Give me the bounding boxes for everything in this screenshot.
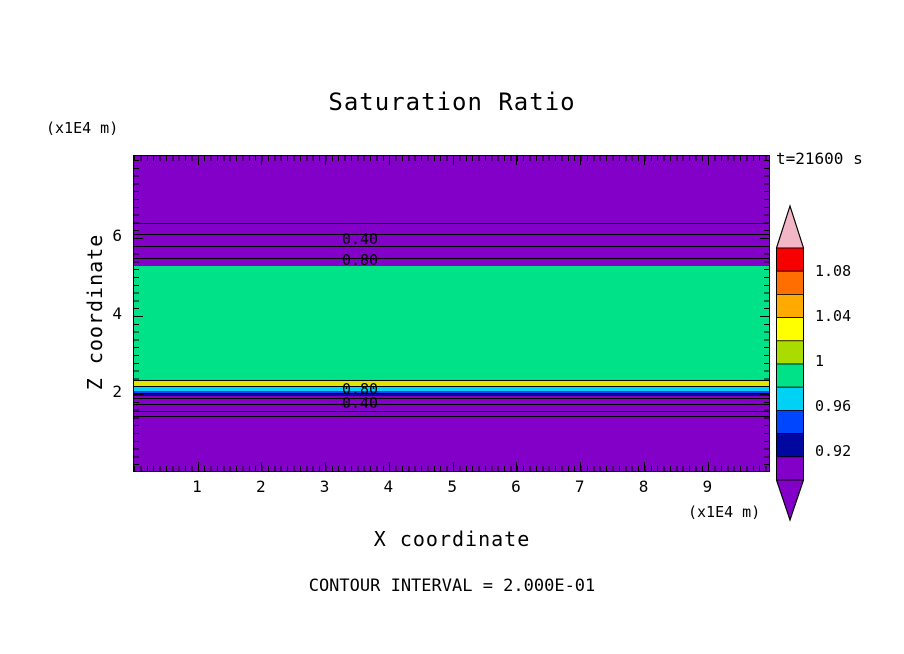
colorbar-tick-label: 0.92 — [815, 442, 852, 460]
plot-area: 0.40 0.80 0.80 0.40 — [133, 155, 770, 472]
contour-line — [134, 411, 769, 412]
band-cyan-stripe — [134, 387, 769, 391]
x-major-tick — [388, 462, 390, 471]
x-tick-label: 4 — [383, 477, 394, 496]
colorbar-tick-label: 0.96 — [815, 397, 852, 415]
x-major-tick — [580, 156, 582, 165]
x-axis-unit-label: (x1E4 m) — [688, 503, 761, 521]
x-axis-title: X coordinate — [373, 527, 531, 551]
colorbar-segment — [776, 294, 804, 319]
band-navy-stripe — [134, 394, 769, 396]
y-tick-label: 6 — [112, 226, 122, 245]
x-major-tick — [261, 462, 263, 471]
contour-interval-note: CONTOUR INTERVAL = 2.000E-01 — [308, 576, 596, 596]
colorbar-segment — [776, 386, 804, 411]
x-major-tick — [707, 156, 709, 165]
y-major-tick — [760, 393, 769, 395]
colorbar-segment — [776, 270, 804, 295]
y-major-tick — [134, 237, 143, 239]
band-saturated-green — [134, 266, 769, 380]
x-major-tick — [197, 156, 199, 165]
x-tick-label: 6 — [511, 477, 521, 496]
x-major-tick — [388, 156, 390, 165]
contour-label-top-040: 0.40 — [341, 230, 379, 248]
x-major-tick — [580, 462, 582, 471]
colorbar-segment — [776, 317, 804, 342]
colorbar-segment — [776, 363, 804, 388]
y-tick-label: 2 — [112, 382, 122, 401]
x-tick-label: 5 — [447, 477, 457, 496]
colorbar-over-triangle — [775, 204, 805, 249]
x-tick-label: 1 — [192, 477, 202, 496]
contour-line — [134, 234, 769, 235]
y-major-tick — [134, 393, 143, 395]
x-major-tick — [452, 462, 454, 471]
x-major-tick — [644, 156, 646, 165]
y-axis-unit-label: (x1E4 m) — [46, 119, 119, 137]
y-major-tick — [760, 315, 769, 317]
colorbar-segment — [776, 456, 804, 481]
x-tick-label: 3 — [319, 477, 330, 496]
y-tick-label: 4 — [112, 304, 122, 323]
contour-line — [134, 223, 769, 224]
chart-title: Saturation Ratio — [328, 88, 576, 116]
x-major-tick — [325, 462, 327, 471]
colorbar-segment — [776, 433, 804, 458]
x-major-tick — [516, 156, 518, 165]
contour-line — [134, 416, 769, 417]
time-annotation: t=21600 s — [776, 149, 863, 168]
x-major-tick — [452, 156, 454, 165]
y-major-tick — [134, 315, 143, 317]
contour-line — [134, 386, 769, 387]
x-major-tick — [516, 462, 518, 471]
contour-label-bottom-080: 0.80 — [341, 380, 379, 398]
x-minor-ticks-bottom — [134, 466, 769, 471]
x-major-tick — [644, 462, 646, 471]
contour-line — [134, 258, 769, 259]
colorbar-outline — [776, 204, 804, 522]
band-blue-stripe — [134, 391, 769, 394]
x-major-tick — [261, 156, 263, 165]
x-tick-label: 2 — [255, 477, 266, 496]
x-tick-label: 8 — [638, 477, 649, 496]
contour-line — [134, 246, 769, 247]
contour-label-bottom-040: 0.40 — [341, 394, 379, 412]
x-major-tick — [325, 156, 327, 165]
contour-line — [134, 398, 769, 399]
band-supersaturation-yellow — [134, 380, 769, 387]
x-tick-label: 7 — [574, 477, 585, 496]
colorbar-tick-label: 1.04 — [815, 307, 852, 325]
colorbar-tick-label: 1.08 — [815, 262, 852, 280]
contour-label-top-080: 0.80 — [341, 251, 379, 269]
colorbar-segment — [776, 247, 804, 272]
contour-line — [134, 393, 769, 394]
contour-line — [134, 380, 769, 381]
x-major-tick — [197, 462, 199, 471]
colorbar-tick-label: 1 — [815, 352, 825, 370]
contour-line — [134, 404, 769, 405]
x-minor-ticks-top — [134, 156, 769, 161]
colorbar-under-triangle — [775, 479, 805, 522]
colorbar-segment — [776, 409, 804, 434]
y-major-tick — [760, 237, 769, 239]
colorbar — [775, 204, 805, 522]
colorbar-segment — [776, 340, 804, 365]
x-tick-label: 9 — [702, 477, 713, 496]
x-major-tick — [707, 462, 709, 471]
